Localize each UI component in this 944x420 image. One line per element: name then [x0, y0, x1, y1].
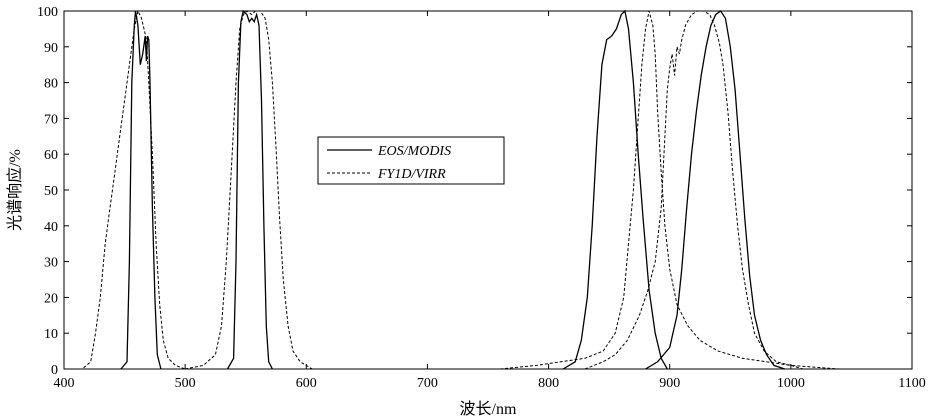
- series-fy1d-virr-band-3: [500, 10, 804, 370]
- y-axis-label: 光谱响应/%: [5, 149, 24, 231]
- y-tick-label-3: 30: [44, 256, 58, 271]
- x-tick-label-0: 400: [54, 376, 75, 391]
- legend-label-fy1d-virr: FY1D/VIRR: [377, 167, 446, 182]
- y-tick-label-7: 70: [44, 112, 58, 127]
- plot-frame: [63, 10, 913, 370]
- series-eos-modis-band-1: [120, 10, 162, 370]
- series-fy1d-virr-band-4: [584, 10, 840, 370]
- legend-label-eos-modis: EOS/MODIS: [377, 144, 451, 159]
- x-axis-label: 波长/nm: [460, 400, 517, 418]
- y-tick-label-9: 90: [44, 41, 58, 56]
- y-tick-label-4: 40: [44, 220, 58, 235]
- x-tick-label-6: 1000: [777, 376, 805, 391]
- series-eos-modis-band-2: [226, 9, 273, 370]
- x-tick-label-4: 800: [538, 376, 559, 391]
- legend-box: [317, 136, 505, 185]
- ticks-layer: 400 500 600 700 800 900 1000 1100 0 10 20 30 40 50 60 7…: [37, 5, 926, 391]
- y-tick-label-8: 80: [44, 77, 58, 92]
- y-tick-label-10: 100: [37, 5, 58, 20]
- series-eos-modis: [120, 9, 786, 370]
- x-tick-label-5: 900: [659, 376, 680, 391]
- x-tick-label-1: 500: [175, 376, 196, 391]
- series-eos-modis-band-4: [645, 10, 786, 370]
- y-tick-label-5: 50: [44, 184, 58, 199]
- y-tick-label-6: 60: [44, 148, 58, 163]
- series-fy1d-virr: [64, 9, 840, 370]
- y-tick-label-0: 0: [51, 363, 58, 378]
- x-tick-label-3: 700: [417, 376, 438, 391]
- series-layer: [64, 9, 840, 370]
- x-tick-label-7: 1100: [898, 376, 925, 391]
- y-tick-label-1: 10: [44, 327, 58, 342]
- series-fy1d-virr-band-2: [185, 10, 367, 370]
- series-fy1d-virr-band-1: [64, 9, 186, 370]
- series-eos-modis-band-3: [562, 9, 668, 370]
- x-tick-label-2: 600: [296, 376, 317, 391]
- legend: EOS/MODIS FY1D/VIRR: [317, 136, 505, 185]
- y-tick-label-2: 20: [44, 291, 58, 306]
